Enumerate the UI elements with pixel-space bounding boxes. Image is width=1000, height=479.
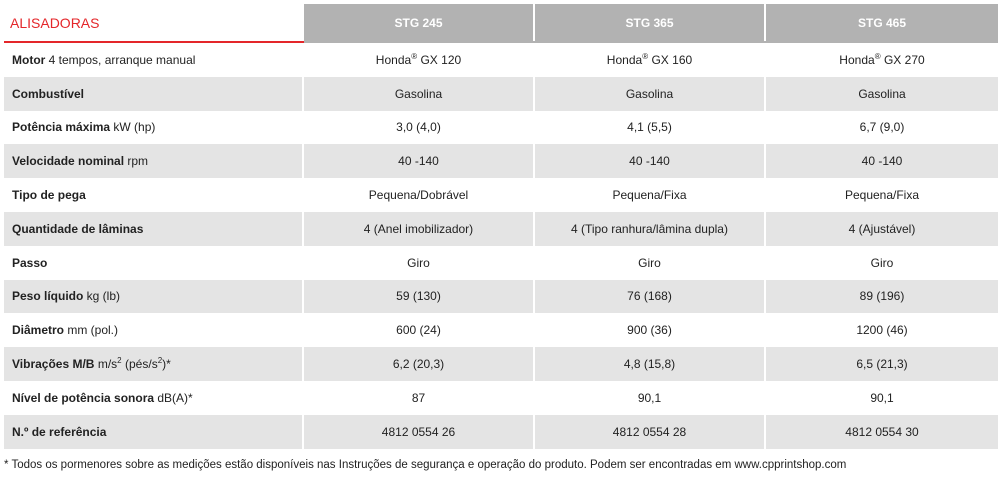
cell-stg-465: Honda® GX 270 — [764, 42, 998, 77]
cell-stg-245: 6,2 (20,3) — [302, 347, 534, 381]
model-header-stg-365: STG 365 — [533, 4, 765, 43]
cell-stg-465: 4 (Ajustável) — [764, 211, 998, 246]
table-row: Vibrações M/B m/s2 (pés/s2)* 6,2 (20,3) 4,… — [4, 347, 998, 381]
table-row: Potência máxima kW (hp) 3,0 (4,0) 4,1 (5,5… — [4, 110, 998, 145]
row-label-unit: 4 tempos, arranque manual — [45, 52, 196, 67]
cell-stg-465: 1200 (46) — [764, 313, 998, 348]
row-label-nivel-de-potencia-sonora: Nível de potência sonora dB(A)* — [4, 381, 303, 415]
row-label-name: Nível de potência sonora — [12, 390, 155, 405]
cell-stg-365: 900 (36) — [533, 313, 765, 348]
row-label-n-de-referencia: N.º de referência — [4, 414, 303, 449]
cell-stg-365: 4812 0554 28 — [533, 414, 765, 449]
table-title: ALISADORAS — [4, 4, 303, 43]
row-label-diametro: Diâmetro mm (pol.) — [4, 313, 303, 347]
cell-stg-365: Pequena/Fixa — [533, 178, 765, 212]
row-label-tipo-de-pega: Tipo de pega — [4, 178, 303, 212]
cell-stg-365: 90,1 — [533, 380, 765, 415]
cell-stg-245: Honda® GX 120 — [302, 42, 534, 77]
table-row: Peso líquido kg (lb) 59 (130) 76 (168) 89 (… — [4, 279, 998, 314]
model-header-stg-465: STG 465 — [764, 4, 998, 43]
cell-stg-465: 6,5 (21,3) — [764, 347, 998, 381]
row-label-name: Motor — [12, 52, 46, 67]
cell-stg-245: 87 — [302, 380, 534, 415]
cell-stg-245: Gasolina — [302, 76, 534, 111]
row-label-name: N.º de referência — [12, 424, 107, 439]
table-row: Passo Giro Giro Giro — [4, 245, 998, 280]
cell-stg-365: 4 (Tipo ranhura/lâmina dupla) — [533, 211, 765, 246]
table-row: Nível de potência sonora dB(A)* 87 90,1 90,… — [4, 380, 998, 415]
cell-stg-465: 90,1 — [764, 380, 998, 415]
cell-stg-245: 59 (130) — [302, 279, 534, 314]
cell-stg-365: 4,1 (5,5) — [533, 110, 765, 145]
row-label-name: Peso líquido — [12, 289, 84, 304]
row-label-unit: mm (pol.) — [64, 323, 119, 338]
cell-stg-465: 4812 0554 30 — [764, 414, 998, 449]
row-label-name: Quantidade de lâminas — [12, 221, 144, 236]
row-label-motor: Motor 4 tempos, arranque manual — [4, 42, 303, 77]
row-label-name: Combustível — [12, 86, 85, 101]
row-label-name: Vibrações M/B — [12, 357, 95, 372]
cell-stg-245: 4812 0554 26 — [302, 414, 534, 449]
footnote: * Todos os pormenores sobre as medições … — [4, 459, 847, 471]
row-label-quantidade-de-laminas: Quantidade de lâminas — [4, 211, 303, 246]
specifications-table: ALISADORAS STG 245 STG 365 STG 465 Motor… — [4, 4, 998, 449]
cell-stg-245: Pequena/Dobrável — [302, 178, 534, 212]
row-label-name: Tipo de pega — [12, 188, 86, 203]
row-label-vibracoes-m-b: Vibrações M/B m/s2 (pés/s2)* — [4, 347, 303, 381]
cell-stg-465: 40 -140 — [764, 144, 998, 179]
cell-stg-465: Pequena/Fixa — [764, 178, 998, 212]
row-label-unit: rpm — [124, 154, 149, 169]
row-label-velocidade-nominal: Velocidade nominal rpm — [4, 144, 303, 179]
cell-stg-365: Honda® GX 160 — [533, 42, 765, 77]
table-row: Quantidade de lâminas 4 (Anel imobilizado… — [4, 211, 998, 246]
table-row: Diâmetro mm (pol.) 600 (24) 900 (36) 1200 (… — [4, 313, 998, 348]
cell-stg-365: Gasolina — [533, 76, 765, 111]
row-label-unit: m/s2 (pés/s2)* — [97, 356, 171, 372]
cell-stg-245: 3,0 (4,0) — [302, 110, 534, 145]
cell-stg-465: 89 (196) — [764, 279, 998, 314]
table-header-row: ALISADORAS STG 245 STG 365 STG 465 — [4, 4, 998, 43]
cell-stg-245: Giro — [302, 245, 534, 280]
row-label-combustivel: Combustível — [4, 76, 303, 111]
cell-stg-365: 4,8 (15,8) — [533, 347, 765, 381]
cell-stg-245: 4 (Anel imobilizador) — [302, 211, 534, 246]
table-row: Velocidade nominal rpm 40 -140 40 -140 40 -… — [4, 144, 998, 179]
row-label-passo: Passo — [4, 246, 303, 280]
row-label-name: Diâmetro — [12, 323, 65, 338]
cell-stg-365: Giro — [533, 245, 765, 280]
row-label-name: Passo — [12, 255, 48, 270]
table-row: Combustível Gasolina Gasolina Gasolina — [4, 76, 998, 111]
row-label-peso-liquido: Peso líquido kg (lb) — [4, 279, 303, 314]
cell-stg-465: Giro — [764, 245, 998, 280]
row-label-unit: kW (hp) — [110, 120, 156, 135]
cell-stg-465: 6,7 (9,0) — [764, 110, 998, 145]
row-label-potencia-maxima: Potência máxima kW (hp) — [4, 111, 303, 145]
cell-stg-245: 600 (24) — [302, 313, 534, 348]
row-label-unit: dB(A)* — [154, 390, 193, 405]
cell-stg-245: 40 -140 — [302, 144, 534, 179]
table-row: Motor 4 tempos, arranque manual Honda® GX… — [4, 42, 998, 77]
row-label-unit: kg (lb) — [83, 289, 121, 304]
cell-stg-465: Gasolina — [764, 76, 998, 111]
row-label-name: Potência máxima — [12, 120, 111, 135]
table-row: Tipo de pega Pequena/Dobrável Pequena/Fixa… — [4, 178, 998, 212]
row-label-name: Velocidade nominal — [12, 154, 125, 169]
cell-stg-365: 40 -140 — [533, 144, 765, 179]
table-row: N.º de referência 4812 0554 26 4812 0554 2… — [4, 414, 998, 449]
specifications-body: Motor 4 tempos, arranque manual Honda® GX… — [4, 42, 998, 449]
cell-stg-365: 76 (168) — [533, 279, 765, 314]
model-header-stg-245: STG 245 — [302, 4, 534, 43]
